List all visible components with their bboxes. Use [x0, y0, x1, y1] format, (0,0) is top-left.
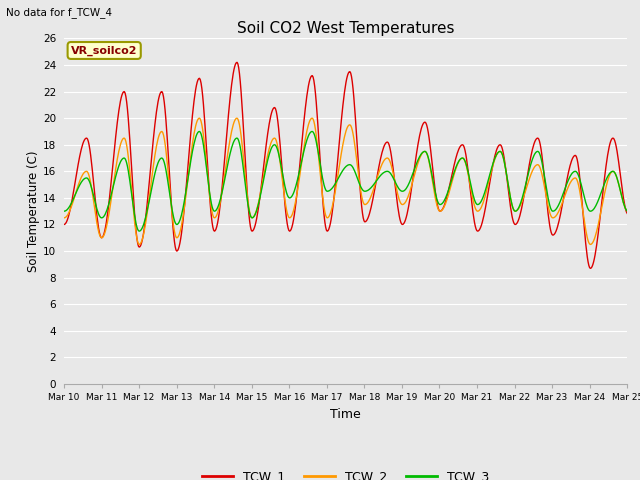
Text: No data for f_TCW_4: No data for f_TCW_4 [6, 7, 113, 18]
Text: VR_soilco2: VR_soilco2 [71, 45, 138, 56]
Y-axis label: Soil Temperature (C): Soil Temperature (C) [28, 150, 40, 272]
X-axis label: Time: Time [330, 408, 361, 420]
Title: Soil CO2 West Temperatures: Soil CO2 West Temperatures [237, 21, 454, 36]
Legend: TCW_1, TCW_2, TCW_3: TCW_1, TCW_2, TCW_3 [196, 465, 495, 480]
